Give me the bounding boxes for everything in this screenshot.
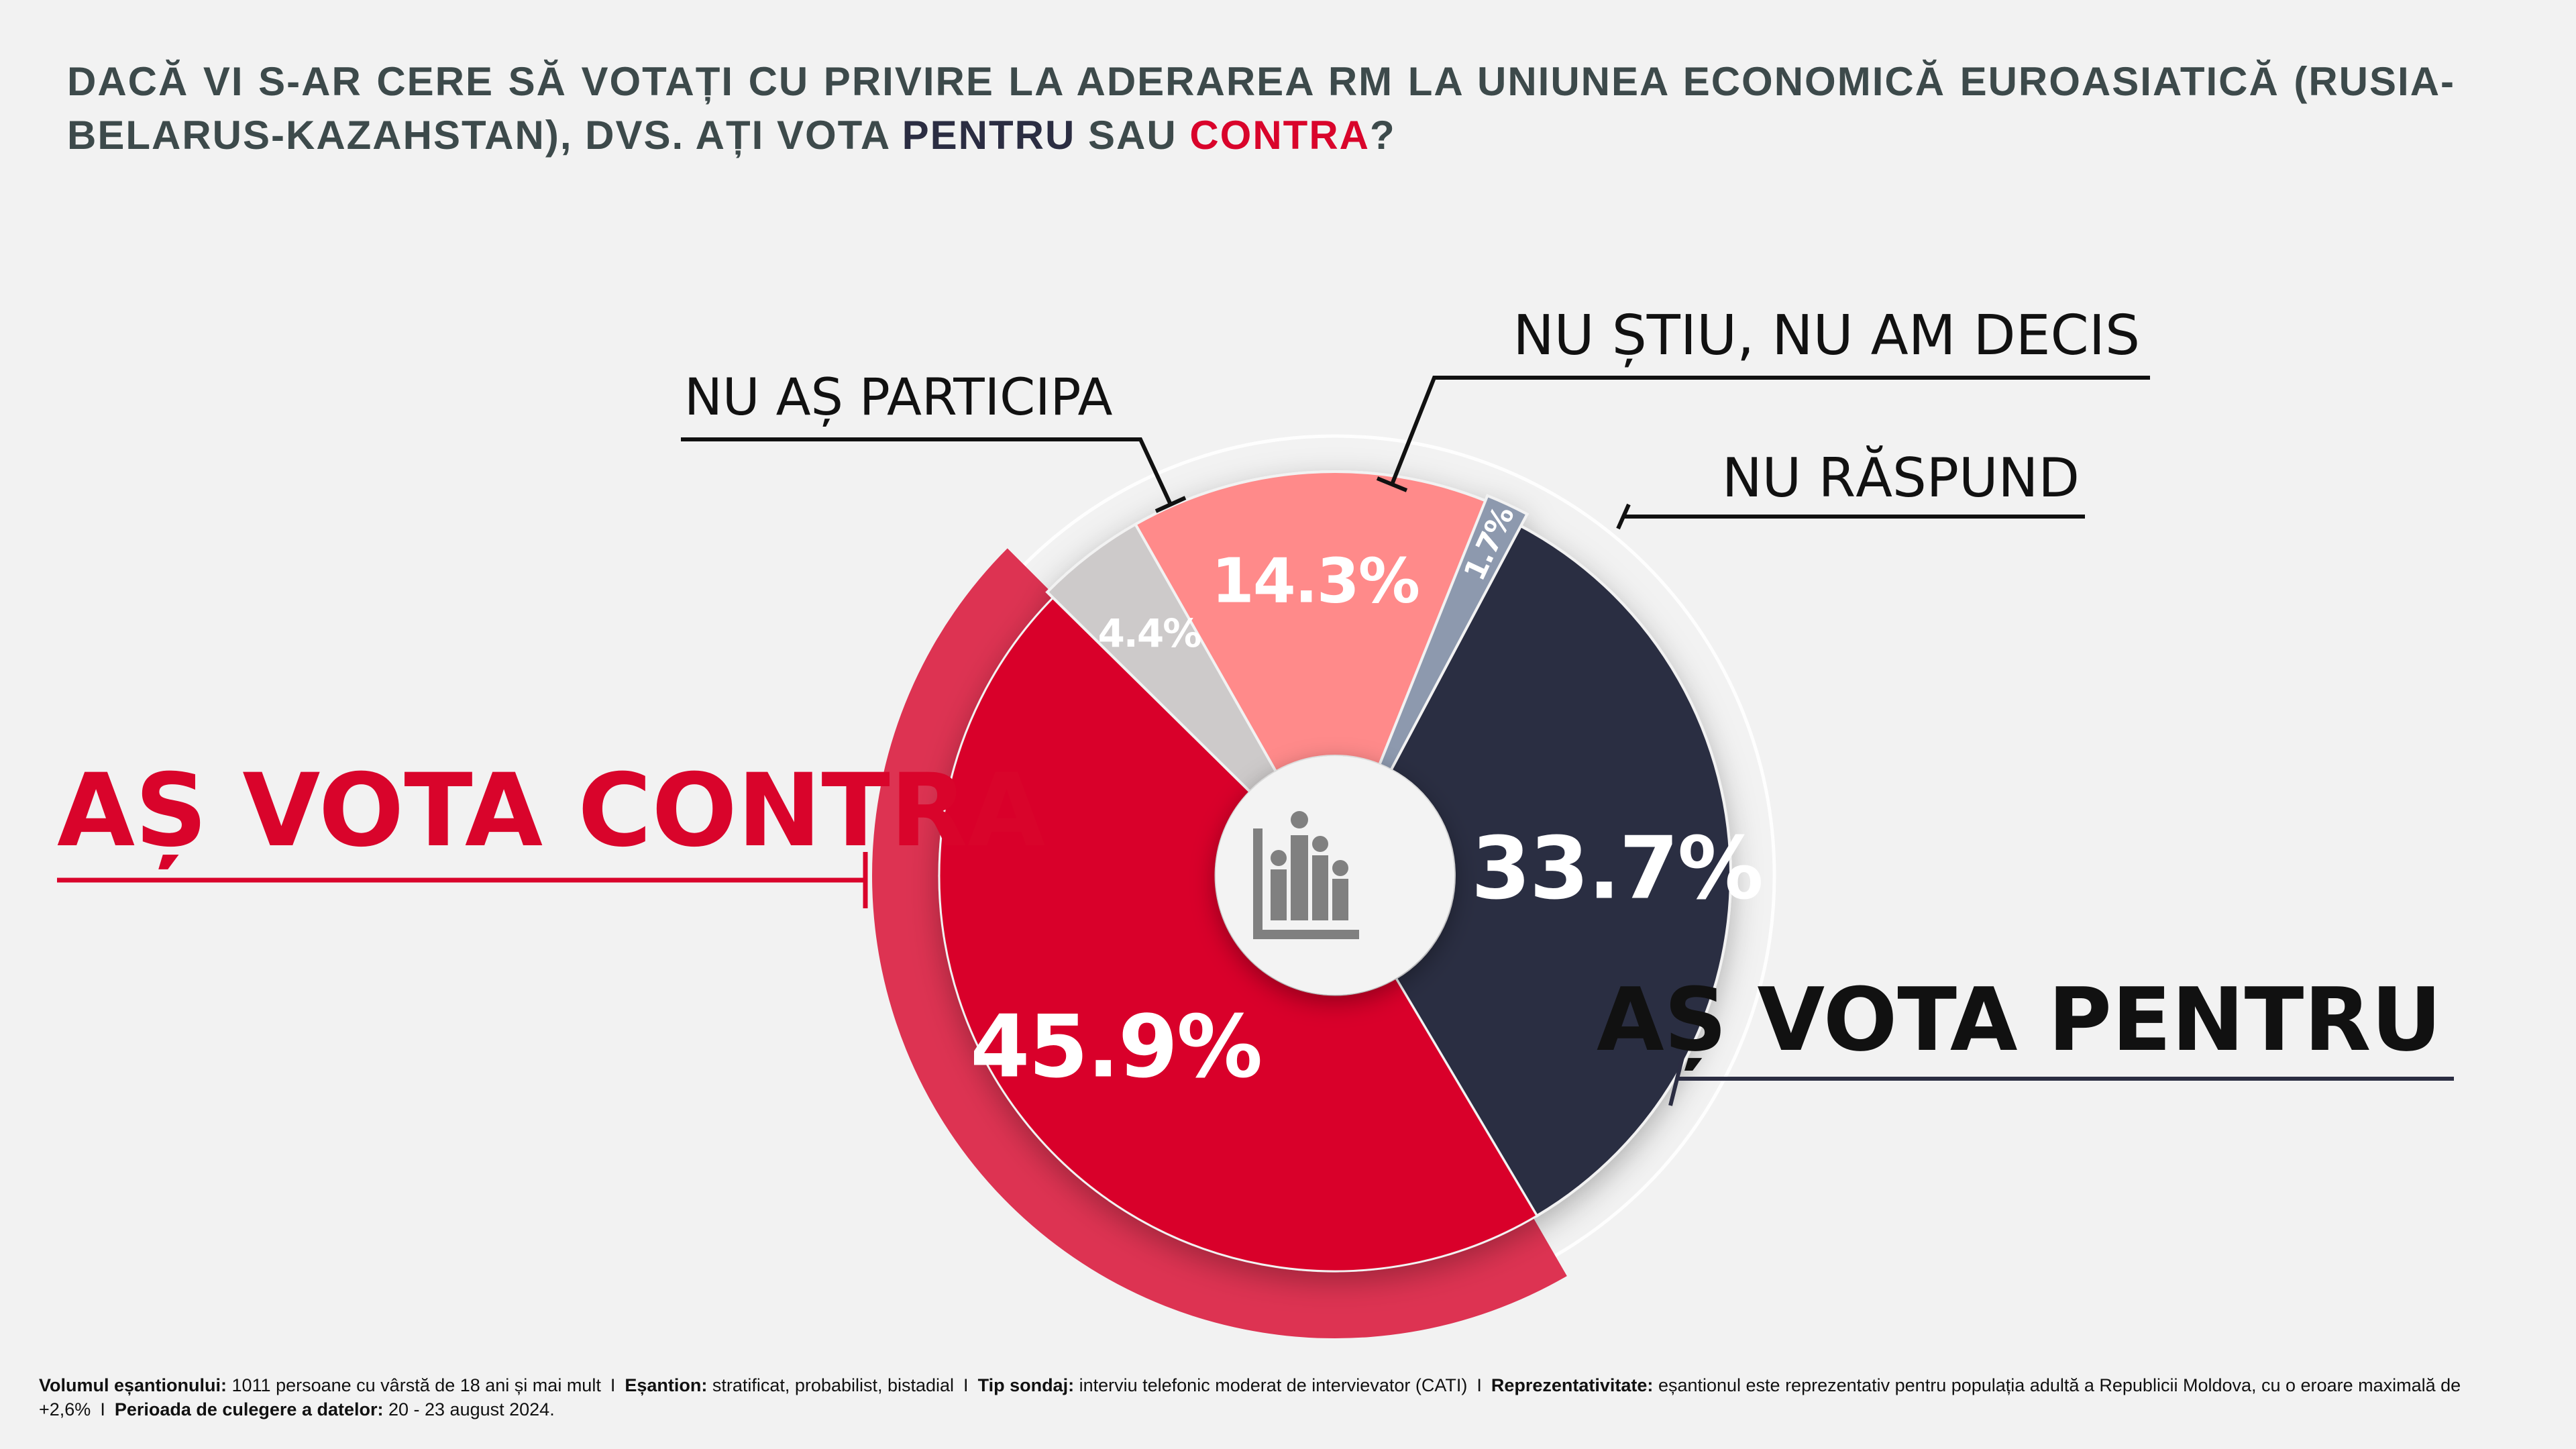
pct-label-nu-stiu-nu-am-decis: 14.3% xyxy=(1212,545,1419,616)
pct-layer: 33.7%45.9%4.4%14.3% 1.7% xyxy=(970,502,1764,1097)
pct-label-as-vota-pentru: 33.7% xyxy=(1471,819,1762,919)
callout-nu-stiu-nu-am-decis: NU ȘTIU, NU AM DECIS xyxy=(1376,304,2150,492)
category-label: AȘ VOTA PENTRU xyxy=(1597,969,2442,1071)
repr-label: Reprezentativitate: xyxy=(1491,1375,1654,1395)
type-value: stratificat, probabilist, bistadial xyxy=(712,1375,955,1395)
separator: I xyxy=(963,1375,969,1395)
sample-value: 1011 persoane cu vârstă de 18 ani și mai… xyxy=(231,1375,601,1395)
leader-cap xyxy=(1668,1051,1686,1106)
callout-layer: NU AȘ PARTICIPA NU ȘTIU, NU AM DECIS NU RĂ… xyxy=(57,304,2454,1106)
title-text: DACĂ VI S-AR CERE SĂ VOTAȚI CU PRIVIRE L… xyxy=(67,59,2455,158)
survey-label: Tip sondaj: xyxy=(977,1375,1075,1395)
leader-cap xyxy=(1616,503,1631,530)
sample-label: Volumul eșantionului: xyxy=(39,1375,227,1395)
callout-nu-raspund: NU RĂSPUND xyxy=(1616,445,2085,530)
chart-title: DACĂ VI S-AR CERE SĂ VOTAȚI CU PRIVIRE L… xyxy=(67,55,2455,162)
title-pentru: PENTRU xyxy=(902,113,1076,158)
center-hole xyxy=(1216,756,1454,995)
pct-label-nu-as-participa: 4.4% xyxy=(1097,610,1201,656)
leader-line xyxy=(1390,376,2150,486)
slice-as-vota-contra xyxy=(938,596,1539,1273)
title-end: ? xyxy=(1369,113,1396,158)
separator: I xyxy=(1477,1375,1482,1395)
bar-chart-people-icon xyxy=(1253,811,1359,939)
callout-as-vota-pentru: AȘ VOTA PENTRU xyxy=(1597,969,2454,1106)
separator: I xyxy=(610,1375,616,1395)
survey-value: interviu telefonic moderat de intervieva… xyxy=(1079,1375,1468,1395)
title-contra: CONTRA xyxy=(1189,113,1370,158)
slice-layer xyxy=(938,470,1732,1273)
category-label: NU AȘ PARTICIPA xyxy=(684,367,1113,427)
leader-cap xyxy=(1155,496,1187,513)
type-label: Eșantion: xyxy=(625,1375,708,1395)
category-label: AȘ VOTA CONTRA xyxy=(57,753,1045,869)
pct-label-as-vota-contra: 45.9% xyxy=(970,997,1261,1097)
period-label: Perioada de culegere a datelor: xyxy=(114,1399,384,1419)
title-middle: SAU xyxy=(1075,113,1190,158)
leader-line xyxy=(681,437,1173,506)
footnote: Volumul eșantionului: 1011 persoane cu v… xyxy=(39,1373,2534,1421)
period-value: 20 - 23 august 2024. xyxy=(388,1399,555,1419)
callout-as-vota-contra: AȘ VOTA CONTRA xyxy=(57,753,1045,908)
callout-nu-as-participa: NU AȘ PARTICIPA xyxy=(681,367,1187,513)
leader-cap xyxy=(1376,476,1408,492)
separator: I xyxy=(100,1399,105,1419)
repr-value: eșantionul este reprezentativ pentru pop… xyxy=(39,1375,2461,1419)
category-label: NU ȘTIU, NU AM DECIS xyxy=(1513,304,2140,368)
category-label: NU RĂSPUND xyxy=(1722,445,2080,509)
